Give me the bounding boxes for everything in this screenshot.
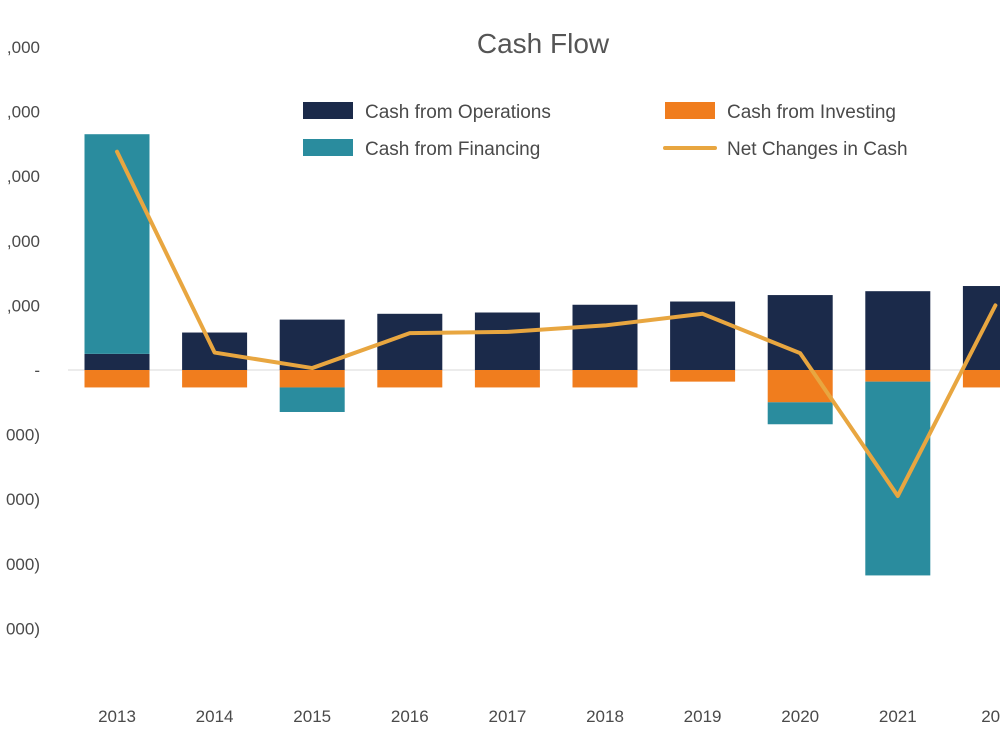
legend-swatch-cash-from-investing bbox=[665, 102, 715, 119]
line-point-2013 bbox=[116, 151, 118, 153]
legend-label-net-changes-in-cash: Net Changes in Cash bbox=[727, 139, 908, 160]
bar-cash-from-investing-2022 bbox=[962, 370, 1000, 388]
bar-cash-from-operations-2020 bbox=[767, 295, 833, 370]
bar-cash-from-financing-2013 bbox=[84, 134, 150, 354]
x-tick-label: 2021 bbox=[879, 707, 917, 726]
bars bbox=[84, 134, 1000, 576]
bar-cash-from-investing-2014 bbox=[182, 370, 248, 388]
bar-cash-from-operations-2017 bbox=[474, 312, 540, 370]
line-point-2014 bbox=[214, 352, 216, 354]
bar-cash-from-investing-2017 bbox=[474, 370, 540, 388]
line-point-2019 bbox=[702, 313, 704, 315]
net-change-line bbox=[115, 149, 998, 498]
x-tick-label: 2014 bbox=[196, 707, 234, 726]
legend: Cash from Operations Cash from Investing C… bbox=[303, 102, 908, 160]
bar-cash-from-operations-2018 bbox=[572, 304, 638, 370]
line-point-2015 bbox=[311, 367, 313, 369]
bar-cash-from-investing-2016 bbox=[377, 370, 443, 388]
y-tick-label: ,000 bbox=[7, 296, 40, 315]
line-point-2020 bbox=[799, 352, 801, 354]
legend-swatch-cash-from-operations bbox=[303, 102, 353, 119]
bar-cash-from-investing-2018 bbox=[572, 370, 638, 388]
bar-cash-from-financing-2020 bbox=[767, 402, 833, 425]
line-point-2021 bbox=[897, 495, 899, 497]
x-tick-label: 2020 bbox=[781, 707, 819, 726]
x-tick-label: 2017 bbox=[488, 707, 526, 726]
x-tick-label: 2019 bbox=[684, 707, 722, 726]
y-axis-ticks: ,000 ,000 ,000 ,000 ,000 - 000) 000) 000) 000) bbox=[6, 38, 40, 638]
x-tick-label: 2013 bbox=[98, 707, 136, 726]
y-tick-label: ,000 bbox=[7, 167, 40, 186]
bar-cash-from-investing-2015 bbox=[279, 370, 345, 388]
legend-swatch-cash-from-financing bbox=[303, 139, 353, 156]
y-tick-label: 000) bbox=[6, 619, 40, 638]
y-tick-label: ,000 bbox=[7, 232, 40, 251]
bar-cash-from-investing-2019 bbox=[670, 370, 736, 382]
legend-label-cash-from-operations: Cash from Operations bbox=[365, 102, 551, 123]
bar-cash-from-financing-2021 bbox=[865, 381, 931, 576]
bar-cash-from-financing-2015 bbox=[279, 387, 345, 412]
legend-label-cash-from-financing: Cash from Financing bbox=[365, 139, 540, 160]
line-point-2018 bbox=[604, 324, 606, 326]
x-axis-ticks: 2013 2014 2015 2016 2017 2018 2019 2020 2021 202 bbox=[98, 707, 1000, 726]
chart-title: Cash Flow bbox=[477, 28, 610, 59]
x-tick-label: 202 bbox=[981, 707, 1000, 726]
bar-cash-from-investing-2013 bbox=[84, 370, 150, 388]
y-tick-label: - bbox=[34, 361, 40, 380]
y-tick-label: 000) bbox=[6, 426, 40, 445]
legend-label-cash-from-investing: Cash from Investing bbox=[727, 102, 896, 123]
x-tick-label: 2015 bbox=[293, 707, 331, 726]
y-tick-label: ,000 bbox=[7, 38, 40, 57]
bar-cash-from-operations-2013 bbox=[84, 353, 150, 370]
x-tick-label: 2018 bbox=[586, 707, 624, 726]
y-tick-label: 000) bbox=[6, 490, 40, 509]
line-series-net-changes-in-cash bbox=[115, 149, 998, 498]
y-tick-label: 000) bbox=[6, 555, 40, 574]
line-point-2017 bbox=[506, 331, 508, 333]
bar-cash-from-operations-2021 bbox=[865, 291, 931, 370]
bar-cash-from-operations-2019 bbox=[670, 301, 736, 370]
y-tick-label: ,000 bbox=[7, 103, 40, 122]
line-point-2022 bbox=[994, 304, 996, 306]
x-tick-label: 2016 bbox=[391, 707, 429, 726]
line-point-2016 bbox=[409, 332, 411, 334]
bar-cash-from-investing-2021 bbox=[865, 370, 931, 382]
